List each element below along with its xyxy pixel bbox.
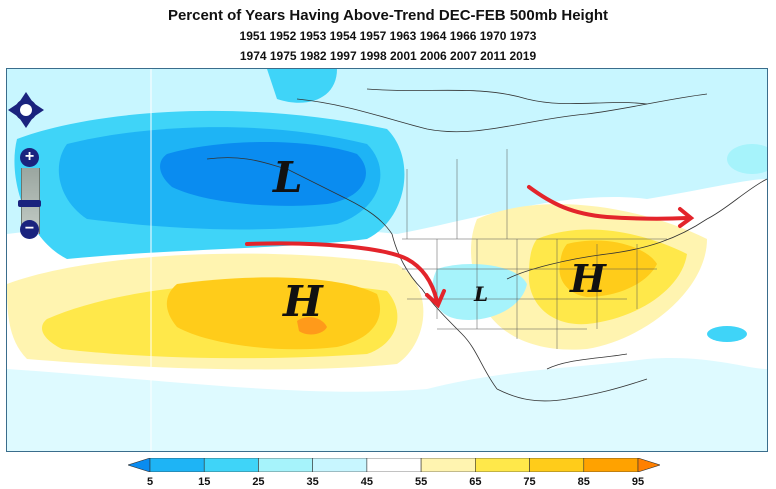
colorbar-segment [128,458,151,472]
colorbar-tick-label: 45 [360,476,373,488]
colorbar-tick-label: 85 [577,476,590,488]
colorbar-segment [203,458,259,472]
low-label-small: L [474,282,489,306]
pan-control-icon[interactable] [8,92,44,128]
map-navigation: + − [8,92,44,239]
zoom-out-button[interactable]: − [20,220,39,239]
colorbar-tick-label: 5 [146,476,154,488]
colorbar-segment [583,458,639,472]
political-boundaries [402,149,667,349]
arrow-pacific [245,241,439,303]
colorbar-tick-label: 65 [469,476,482,488]
southwest-low [432,264,527,320]
north-cyan-streak [267,69,337,103]
low-contour-5 [160,141,366,206]
arrow-pacific-head [425,289,446,309]
colorbar-segment [529,458,585,472]
flow-arrows [245,185,695,309]
chart-title: Percent of Years Having Above-Trend DEC-… [167,7,609,24]
arrow-atlantic-head [678,207,695,228]
colorbar-tick-label: 35 [306,476,319,488]
high-label-east: H [570,256,606,301]
coastlines [206,88,767,402]
colorbar-segment [149,458,205,472]
high-core [297,317,327,335]
years-line-1: 1951 1952 1953 1954 1957 1963 1964 1966 … [239,29,537,43]
high-label-pacific: H [283,277,323,326]
low-label-large: L [273,153,303,202]
cyan-blob-2 [727,144,767,174]
colorbar-tick-label: 95 [631,476,645,488]
cyan-blob-1 [707,326,747,342]
colorbar-tick-label: 75 [523,476,536,488]
map-canvas [7,69,767,451]
years-line-2: 1974 1975 1982 1997 1998 2001 2006 2007 … [239,49,537,63]
colorbar-tick-label: 25 [252,476,265,488]
south-pale-cyan [7,357,767,451]
colorbar-segment [475,458,530,472]
colorbar-tick-label: 15 [198,476,211,488]
colorbar [128,458,660,472]
colorbar-segment [312,458,368,472]
colorbar-segment [420,458,476,472]
colorbar-segment [258,458,313,472]
zoom-slider-handle[interactable] [18,200,41,207]
high-contour-85 [166,277,381,350]
colorbar-tick-label: 55 [414,476,428,488]
colorbar-segment [637,458,660,472]
colorbar-segment [366,458,422,472]
arrow-atlantic [527,185,689,221]
zoom-in-button[interactable]: + [20,148,39,167]
map-panel[interactable]: L H L H [6,68,768,452]
